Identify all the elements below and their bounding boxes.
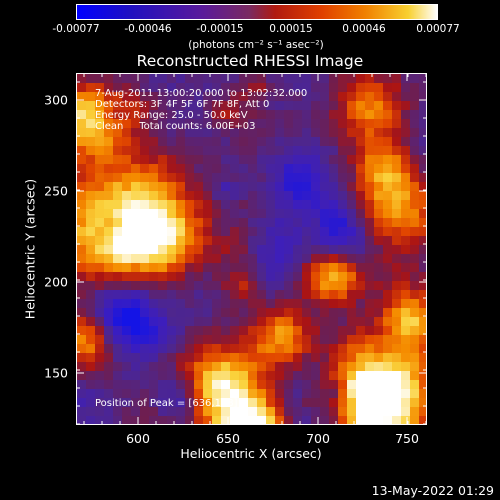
image-title: Reconstructed RHESSI Image <box>136 52 364 70</box>
x-axis-label: Heliocentric X (arcsec) <box>180 446 322 461</box>
colorbar-tick: 0.00046 <box>342 23 386 35</box>
y-tick-label: 150 <box>44 365 68 381</box>
time-range-label: 7-Aug-2011 13:00:20.000 to 13:02:32.000 <box>95 88 308 99</box>
y-tick-label: 250 <box>44 183 68 199</box>
colorbar-tick: -0.00077 <box>52 23 100 35</box>
colorbar-unit: (photons cm⁻² s⁻¹ asec⁻²) <box>188 39 324 51</box>
colorbar-tick: 0.00077 <box>416 23 460 35</box>
y-tick-label: 200 <box>44 274 68 290</box>
clean-counts-label: Clean Total counts: 6.00E+03 <box>95 121 256 132</box>
x-tick-label: 750 <box>395 431 419 446</box>
energy-range-label: Energy Range: 25.0 - 50.0 keV <box>95 110 248 121</box>
colorbar-tick: 0.00015 <box>269 23 313 35</box>
y-axis-label: Heliocentric Y (arcsec) <box>22 178 38 320</box>
colorbar-tick: -0.00046 <box>124 23 172 35</box>
x-tick-label: 650 <box>216 431 240 446</box>
plot-timestamp: 13-May-2022 01:29 <box>371 483 494 498</box>
x-tick-label: 700 <box>306 431 330 446</box>
heatmap-canvas <box>77 74 426 424</box>
rhessi-image-plot: 7-Aug-2011 13:00:20.000 to 13:02:32.000 … <box>76 73 427 425</box>
detectors-label: Detectors: 3F 4F 5F 6F 7F 8F, Att 0 <box>95 99 270 110</box>
colorbar-tick: -0.00015 <box>196 23 244 35</box>
colorbar <box>76 4 438 20</box>
peak-position-label: Position of Peak = [636,128] <box>95 398 238 409</box>
x-tick-label: 600 <box>126 431 150 446</box>
y-tick-label: 300 <box>44 92 68 108</box>
